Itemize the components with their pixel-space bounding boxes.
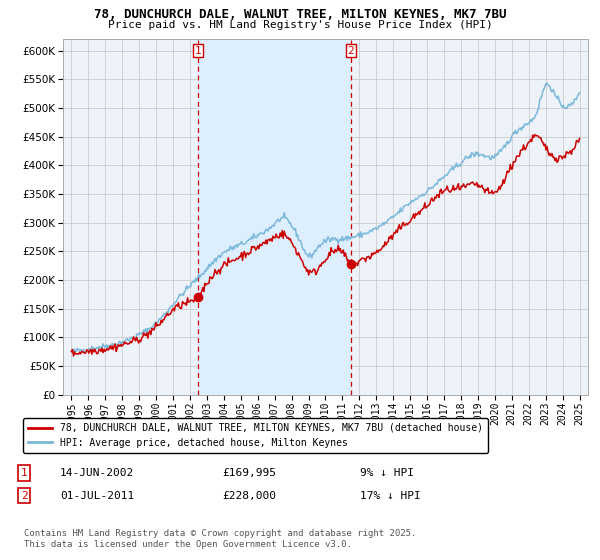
Text: 14-JUN-2002: 14-JUN-2002 [60, 468, 134, 478]
Text: 9% ↓ HPI: 9% ↓ HPI [360, 468, 414, 478]
Bar [197, 39, 351, 395]
Text: Contains HM Land Registry data © Crown copyright and database right 2025.
This d: Contains HM Land Registry data © Crown c… [24, 529, 416, 549]
Text: £228,000: £228,000 [222, 491, 276, 501]
Text: 2: 2 [347, 45, 354, 55]
Text: 1: 1 [20, 468, 28, 478]
Text: 1: 1 [194, 45, 201, 55]
Text: 78, DUNCHURCH DALE, WALNUT TREE, MILTON KEYNES, MK7 7BU: 78, DUNCHURCH DALE, WALNUT TREE, MILTON … [94, 8, 506, 21]
Text: 2: 2 [20, 491, 28, 501]
Text: £169,995: £169,995 [222, 468, 276, 478]
Text: 01-JUL-2011: 01-JUL-2011 [60, 491, 134, 501]
Text: 17% ↓ HPI: 17% ↓ HPI [360, 491, 421, 501]
Legend: 78, DUNCHURCH DALE, WALNUT TREE, MILTON KEYNES, MK7 7BU (detached house), HPI: A: 78, DUNCHURCH DALE, WALNUT TREE, MILTON … [23, 418, 488, 452]
Text: Price paid vs. HM Land Registry's House Price Index (HPI): Price paid vs. HM Land Registry's House … [107, 20, 493, 30]
